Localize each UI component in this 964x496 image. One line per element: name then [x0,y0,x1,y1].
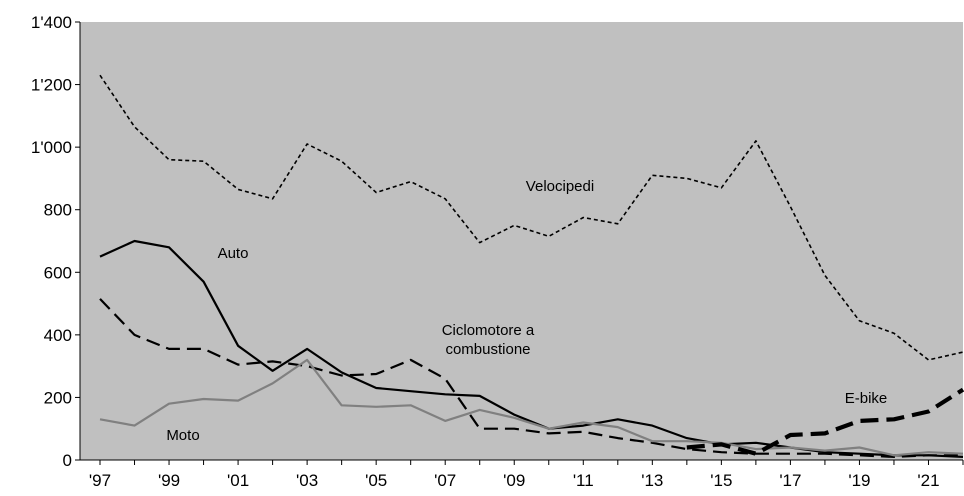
series-line-ciclomotore-a-combustione [99,298,963,458]
y-tick-label: 0 [63,451,72,470]
x-tick-label: '99 [158,471,180,490]
series-label-line: E-bike [845,390,888,407]
series-label-moto: Moto [166,427,199,444]
y-tick-label: 200 [44,388,72,407]
series-label-line: Velocipedi [526,178,594,195]
series-label-velocipedi: Velocipedi [526,178,594,195]
axes: 0 200 400 600 800 1'000 1'200 1'400 '97 '99 '01 '03… [31,13,964,490]
series-label-line: Auto [218,245,249,262]
x-tick-label: '05 [365,471,387,490]
x-tick-label: '09 [503,471,525,490]
x-tick-label: '97 [89,471,111,490]
y-tick-label: 1'000 [31,138,72,157]
x-tick-label: '19 [848,471,870,490]
x-tick-label: '13 [641,471,663,490]
series-lines [99,74,964,458]
y-tick-label: 400 [44,326,72,345]
series-labels: Velocipedi Auto Ciclomotore a combustione Mo… [166,178,887,444]
series-line-velocipedi [99,74,964,361]
x-tick-label: '11 [573,471,594,490]
y-tick-label: 1'200 [31,76,72,95]
series-line-e-bike [686,387,964,456]
x-tick-label: '21 [917,471,939,490]
series-label-e-bike: E-bike [845,390,888,407]
x-tick-label: '07 [434,471,456,490]
series-line-moto [99,358,964,457]
series-label-auto: Auto [218,245,249,262]
y-tick-label: 800 [44,201,72,220]
x-tick-label: '15 [710,471,732,490]
x-tick-label: '03 [296,471,318,490]
series-label-line: Moto [166,427,199,444]
series-label-line: combustione [445,341,530,358]
y-tick-label: 600 [44,263,72,282]
series-label-ciclomotore-a-combustione: Ciclomotore a combustione [442,322,535,358]
x-tick-label: '17 [779,471,801,490]
plot-area [80,22,963,460]
y-tick-label: 1'400 [31,13,72,32]
x-tick-label: '01 [227,471,249,490]
series-line-auto [99,239,964,458]
series-label-line: Ciclomotore a [442,322,535,339]
